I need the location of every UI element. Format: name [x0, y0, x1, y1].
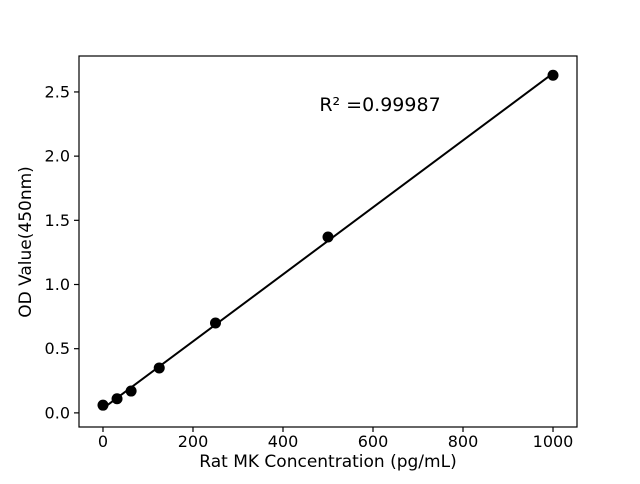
y-axis-tick-label: 2.0: [45, 147, 70, 166]
data-point: [209, 317, 221, 329]
data-point: [111, 393, 123, 405]
y-axis-tick-label: 1.0: [45, 275, 70, 294]
x-axis-label: Rat MK Concentration (pg/mL): [199, 452, 456, 472]
y-axis-label: OD Value(450nm): [16, 166, 36, 318]
data-point: [547, 69, 559, 81]
x-axis-tick-label: 600: [358, 432, 389, 451]
data-point: [322, 231, 334, 243]
x-axis-tick-label: 200: [178, 432, 209, 451]
data-point: [125, 385, 137, 397]
x-axis-tick-label: 1000: [533, 432, 574, 451]
data-point: [153, 362, 165, 374]
x-axis-tick-label: 800: [448, 432, 479, 451]
y-axis-tick-label: 0.0: [45, 403, 70, 422]
x-axis-tick-label: 0: [98, 432, 108, 451]
plot-area: 0 200 400 600 800 1000 0.0 0.5 1.0 1.5 2.0 2.5: [45, 55, 578, 451]
y-axis-tick-label: 2.5: [45, 82, 70, 101]
x-axis-tick-label: 400: [268, 432, 299, 451]
y-axis-tick-label: 1.5: [45, 211, 70, 230]
plot-frame: [78, 55, 578, 428]
r-squared-annotation: R² =0.99987: [319, 94, 440, 116]
y-axis-tick-label: 0.5: [45, 339, 70, 358]
data-point: [97, 399, 109, 411]
